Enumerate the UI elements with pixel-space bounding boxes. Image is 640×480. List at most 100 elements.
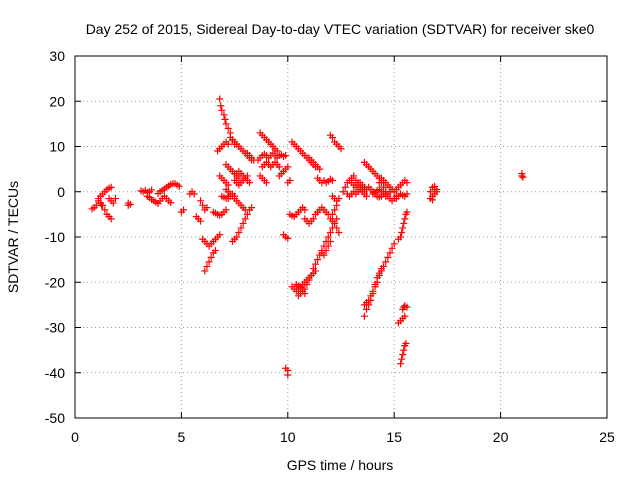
data-point bbox=[322, 247, 330, 255]
data-point bbox=[398, 228, 406, 236]
y-tick-label: 30 bbox=[49, 48, 65, 64]
data-point bbox=[231, 192, 239, 200]
data-point bbox=[216, 95, 224, 103]
grid-lines bbox=[75, 56, 607, 418]
x-tick-label: 10 bbox=[280, 429, 296, 445]
y-tick-label: -30 bbox=[45, 320, 65, 336]
data-point bbox=[333, 224, 341, 232]
data-point bbox=[400, 346, 408, 354]
data-point bbox=[403, 190, 411, 198]
data-point bbox=[324, 242, 332, 250]
data-point bbox=[235, 174, 243, 182]
data-point bbox=[98, 201, 106, 209]
data-point bbox=[314, 256, 322, 264]
data-point bbox=[388, 244, 396, 252]
data-point bbox=[305, 276, 313, 284]
data-point bbox=[402, 339, 410, 347]
y-tick-label: 0 bbox=[57, 184, 65, 200]
data-point bbox=[399, 351, 407, 359]
data-point bbox=[216, 231, 224, 239]
data-point bbox=[518, 170, 526, 178]
tick-labels: 0 5 10 15 20 25 30 20 10 0 -10 -20 -30 -40 -50 bbox=[45, 48, 615, 445]
data-point bbox=[245, 179, 253, 187]
data-point bbox=[190, 190, 198, 198]
data-point bbox=[243, 210, 251, 218]
x-tick-label: 0 bbox=[71, 429, 79, 445]
data-point bbox=[303, 281, 311, 289]
data-point bbox=[309, 215, 317, 223]
y-tick-label: 20 bbox=[49, 93, 65, 109]
data-point bbox=[403, 179, 411, 187]
data-point bbox=[282, 152, 290, 160]
data-point bbox=[367, 292, 375, 300]
data-point bbox=[301, 290, 309, 298]
data-point bbox=[222, 206, 230, 214]
data-point bbox=[401, 312, 409, 320]
data-point bbox=[109, 199, 117, 207]
data-point bbox=[263, 179, 271, 187]
data-point bbox=[384, 253, 392, 261]
data-point bbox=[339, 188, 347, 196]
data-point bbox=[390, 240, 398, 248]
data-point bbox=[243, 172, 251, 180]
data-point bbox=[375, 269, 383, 277]
data-point bbox=[235, 228, 243, 236]
data-point bbox=[148, 186, 156, 194]
data-point bbox=[363, 192, 371, 200]
data-point bbox=[301, 206, 309, 214]
data-point bbox=[101, 206, 109, 214]
data-point bbox=[399, 224, 407, 232]
x-tick-label: 5 bbox=[178, 429, 186, 445]
data-point bbox=[331, 219, 339, 227]
data-point bbox=[205, 258, 213, 266]
data-point bbox=[201, 267, 209, 275]
data-point bbox=[233, 233, 241, 241]
data-point bbox=[175, 182, 183, 190]
data-point bbox=[167, 199, 175, 207]
data-point bbox=[239, 219, 247, 227]
data-point bbox=[222, 120, 230, 128]
data-point bbox=[275, 163, 283, 171]
data-point bbox=[248, 204, 256, 212]
y-tick-label: -40 bbox=[45, 365, 65, 381]
data-point bbox=[397, 233, 405, 241]
data-point bbox=[328, 210, 336, 218]
data-point bbox=[220, 111, 228, 119]
data-point bbox=[371, 281, 379, 289]
x-tick-label: 15 bbox=[386, 429, 402, 445]
data-point bbox=[337, 145, 345, 153]
data-point bbox=[433, 185, 441, 193]
x-tick-label: 20 bbox=[493, 429, 509, 445]
data-point bbox=[221, 115, 229, 123]
data-point bbox=[397, 360, 405, 368]
data-point bbox=[107, 183, 115, 191]
data-point bbox=[333, 215, 341, 223]
data-point bbox=[350, 172, 358, 180]
data-point bbox=[398, 355, 406, 363]
data-point bbox=[203, 262, 211, 270]
data-point bbox=[284, 163, 292, 171]
data-point bbox=[331, 206, 339, 214]
data-point bbox=[286, 176, 294, 184]
data-point bbox=[224, 140, 232, 148]
data-point bbox=[241, 215, 249, 223]
data-point bbox=[382, 258, 390, 266]
data-point bbox=[197, 217, 205, 225]
data-points bbox=[88, 95, 527, 379]
data-point bbox=[429, 196, 437, 204]
data-point bbox=[519, 173, 527, 181]
data-point bbox=[341, 183, 349, 191]
data-point bbox=[224, 181, 232, 189]
data-point bbox=[363, 305, 371, 313]
data-point bbox=[224, 124, 232, 132]
chart-title: Day 252 of 2015, Sidereal Day-to-day VTE… bbox=[86, 21, 595, 37]
data-point bbox=[401, 215, 409, 223]
data-point bbox=[400, 219, 408, 227]
data-point bbox=[377, 265, 385, 273]
data-point bbox=[401, 302, 409, 310]
axis-ticks bbox=[74, 55, 608, 419]
data-point bbox=[335, 228, 343, 236]
y-tick-label: -10 bbox=[45, 229, 65, 245]
data-point bbox=[324, 233, 332, 241]
